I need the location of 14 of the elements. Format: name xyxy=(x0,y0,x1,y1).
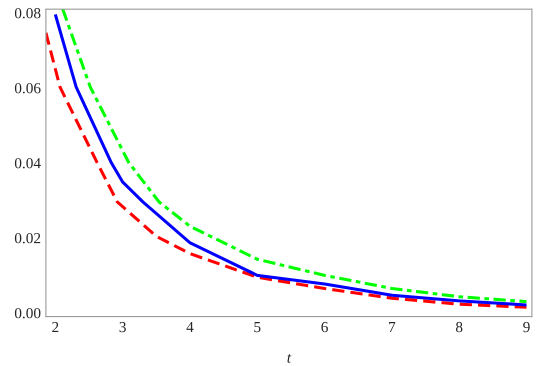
x-tick-label: 6 xyxy=(321,322,328,332)
y-tick-label: 0.00 xyxy=(14,308,40,318)
y-tick-label: 0.08 xyxy=(14,8,40,18)
x-tick-label: 4 xyxy=(186,322,194,332)
x-tick-label: 5 xyxy=(254,322,260,332)
x-axis-title: t xyxy=(287,354,292,363)
y-tick-label: 0.06 xyxy=(14,83,41,94)
y-tick-label: 0.04 xyxy=(14,158,41,168)
x-tick-label: 3 xyxy=(120,322,126,332)
x-tick-label: 2 xyxy=(52,322,58,332)
y-tick-label: 0.02 xyxy=(14,232,40,244)
x-tick-label: 8 xyxy=(456,322,462,332)
x-tick-label: 9 xyxy=(523,322,530,332)
x-tick-label: 7 xyxy=(389,322,396,332)
